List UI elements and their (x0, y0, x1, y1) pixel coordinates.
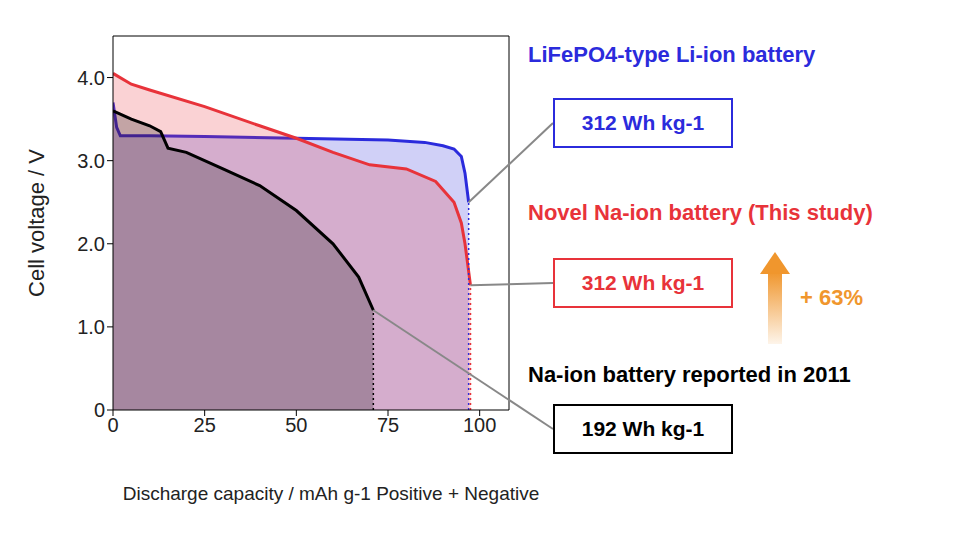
svg-text:0: 0 (107, 414, 118, 436)
html-text:Na-ion battery reported in 201: Na-ion battery reported in 2011 (528, 362, 851, 387)
svg-text:0: 0 (94, 399, 105, 421)
html-text:Novel Na-ion battery (This stu: Novel Na-ion battery (This study) (528, 200, 873, 225)
svg-text:2.0: 2.0 (77, 233, 105, 255)
svg-text:50: 50 (285, 414, 307, 436)
svg-text:100: 100 (463, 414, 496, 436)
html-text:312 Wh kg-1: 312 Wh kg-1 (581, 271, 705, 294)
svg-text:1.0: 1.0 (77, 316, 105, 338)
svg-text:25: 25 (194, 414, 216, 436)
svg-text:4.0: 4.0 (77, 67, 105, 89)
svg-text:75: 75 (377, 414, 399, 436)
svg-text:+ 63%: + 63% (800, 285, 863, 310)
svg-text:Cell voltage / V: Cell voltage / V (24, 149, 49, 297)
html-text:192 Wh kg-1: 192 Wh kg-1 (581, 417, 705, 440)
svg-text:3.0: 3.0 (77, 150, 105, 172)
svg-text:Discharge capacity / mAh g-1 P: Discharge capacity / mAh g-1 Positive + … (123, 483, 540, 504)
html-text:312 Wh kg-1: 312 Wh kg-1 (581, 111, 705, 134)
html-text:LiFePO4-type Li-ion battery: LiFePO4-type Li-ion battery (528, 42, 816, 67)
